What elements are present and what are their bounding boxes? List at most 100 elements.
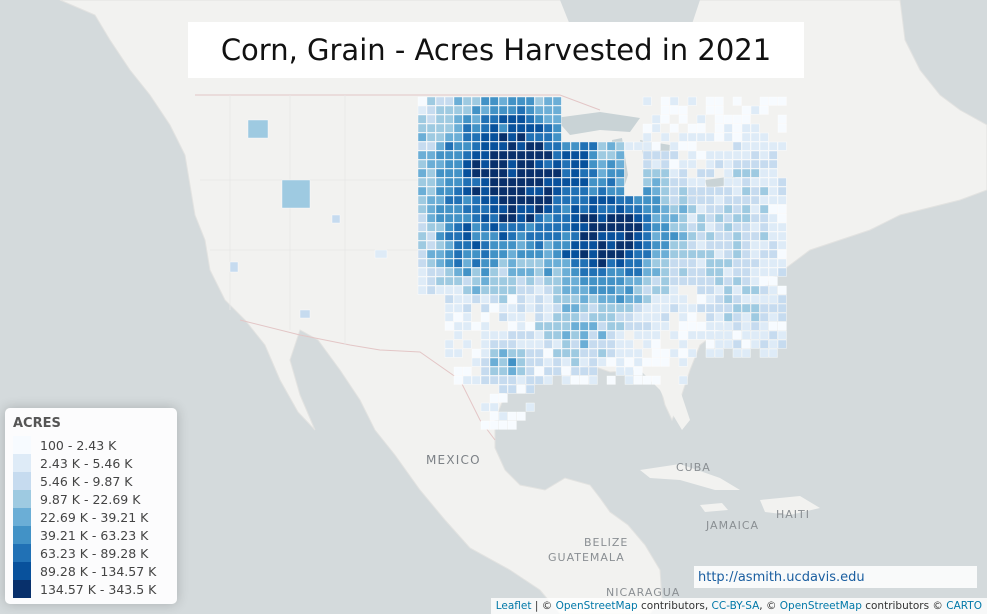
county-cell[interactable] — [768, 204, 778, 214]
county-cell[interactable] — [525, 267, 535, 277]
county-cell[interactable] — [687, 204, 697, 214]
county-cell[interactable] — [525, 357, 535, 367]
county-cell[interactable] — [714, 249, 724, 259]
county-cell[interactable] — [471, 258, 481, 268]
county-cell[interactable] — [687, 186, 697, 196]
county-cell[interactable] — [507, 96, 517, 106]
county-cell[interactable] — [435, 285, 445, 295]
county-cell[interactable] — [597, 312, 607, 322]
county-cell[interactable] — [498, 357, 508, 367]
county-cell[interactable] — [687, 240, 697, 250]
county-cell[interactable] — [480, 96, 490, 106]
county-cell[interactable] — [444, 186, 454, 196]
county-cell[interactable] — [417, 204, 427, 214]
county-cell[interactable] — [579, 366, 589, 376]
county-cell[interactable] — [534, 330, 544, 340]
county-cell[interactable] — [534, 240, 544, 250]
county-cell[interactable] — [426, 168, 436, 178]
county-cell[interactable] — [561, 231, 571, 241]
county-cell[interactable] — [525, 168, 535, 178]
county-cell[interactable] — [696, 231, 706, 241]
county-cell[interactable] — [480, 132, 490, 142]
county-cell[interactable] — [642, 303, 652, 313]
county-cell[interactable] — [615, 141, 625, 151]
county-cell[interactable] — [453, 150, 463, 160]
county-cell[interactable] — [561, 348, 571, 358]
county-cell[interactable] — [498, 141, 508, 151]
county-cell[interactable] — [660, 177, 670, 187]
county-cell[interactable] — [687, 195, 697, 205]
county-cell[interactable] — [642, 375, 652, 385]
county-cell[interactable] — [462, 231, 472, 241]
county-cell[interactable] — [426, 150, 436, 160]
county-cell[interactable] — [480, 330, 490, 340]
county-cell[interactable] — [723, 231, 733, 241]
county-cell[interactable] — [777, 96, 787, 106]
county-cell[interactable] — [696, 114, 706, 124]
county-cell[interactable] — [507, 222, 517, 232]
county-cell[interactable] — [444, 105, 454, 115]
county-cell[interactable] — [534, 357, 544, 367]
county-cell[interactable] — [669, 276, 679, 286]
county-cell[interactable] — [768, 240, 778, 250]
county-cell[interactable] — [597, 168, 607, 178]
county-cell[interactable] — [624, 240, 634, 250]
county-cell[interactable] — [498, 105, 508, 115]
county-cell[interactable] — [498, 366, 508, 376]
county-cell[interactable] — [714, 276, 724, 286]
county-cell[interactable] — [714, 150, 724, 160]
county-cell[interactable] — [759, 132, 769, 142]
county-cell[interactable] — [462, 132, 472, 142]
county-cell[interactable] — [444, 123, 454, 133]
county-cell[interactable] — [696, 186, 706, 196]
county-cell[interactable] — [426, 204, 436, 214]
county-cell[interactable] — [741, 231, 751, 241]
county-cell[interactable] — [687, 123, 697, 133]
county-cell[interactable] — [624, 258, 634, 268]
county-cell[interactable] — [759, 258, 769, 268]
county-cell[interactable] — [615, 213, 625, 223]
county-cell[interactable] — [687, 330, 697, 340]
county-cell[interactable] — [606, 285, 616, 295]
county-cell[interactable] — [741, 204, 751, 214]
county-cell[interactable] — [480, 141, 490, 151]
county-cell[interactable] — [678, 375, 688, 385]
county-cell[interactable] — [633, 195, 643, 205]
county-cell[interactable] — [705, 231, 715, 241]
county-cell[interactable] — [732, 150, 742, 160]
county-cell[interactable] — [489, 339, 499, 349]
county-cell[interactable] — [687, 150, 697, 160]
county-cell[interactable] — [714, 312, 724, 322]
county-cell[interactable] — [741, 105, 751, 115]
county-cell[interactable] — [705, 276, 715, 286]
county-cell[interactable] — [453, 96, 463, 106]
county-cell[interactable] — [777, 303, 787, 313]
county-cell[interactable] — [453, 204, 463, 214]
county-cell[interactable] — [489, 375, 499, 385]
county-cell[interactable] — [678, 213, 688, 223]
county-cell[interactable] — [633, 204, 643, 214]
county-cell[interactable] — [543, 339, 553, 349]
county-cell[interactable] — [462, 276, 472, 286]
county-cell[interactable] — [642, 240, 652, 250]
county-cell[interactable] — [507, 357, 517, 367]
county-cell[interactable] — [417, 123, 427, 133]
county-cell[interactable] — [696, 222, 706, 232]
county-cell[interactable] — [696, 177, 706, 187]
county-cell[interactable] — [534, 222, 544, 232]
county-cell[interactable] — [696, 285, 706, 295]
county-cell[interactable] — [525, 330, 535, 340]
county-cell[interactable] — [516, 339, 526, 349]
county-cell[interactable] — [417, 114, 427, 124]
county-cell[interactable] — [471, 114, 481, 124]
county-cell[interactable] — [687, 312, 697, 322]
county-cell[interactable] — [552, 186, 562, 196]
county-cell[interactable] — [597, 240, 607, 250]
county-cell[interactable] — [579, 258, 589, 268]
county-cell[interactable] — [768, 312, 778, 322]
county-cell[interactable] — [331, 214, 341, 224]
county-cell[interactable] — [714, 294, 724, 304]
county-cell[interactable] — [642, 267, 652, 277]
county-cell[interactable] — [642, 168, 652, 178]
county-cell[interactable] — [615, 249, 625, 259]
